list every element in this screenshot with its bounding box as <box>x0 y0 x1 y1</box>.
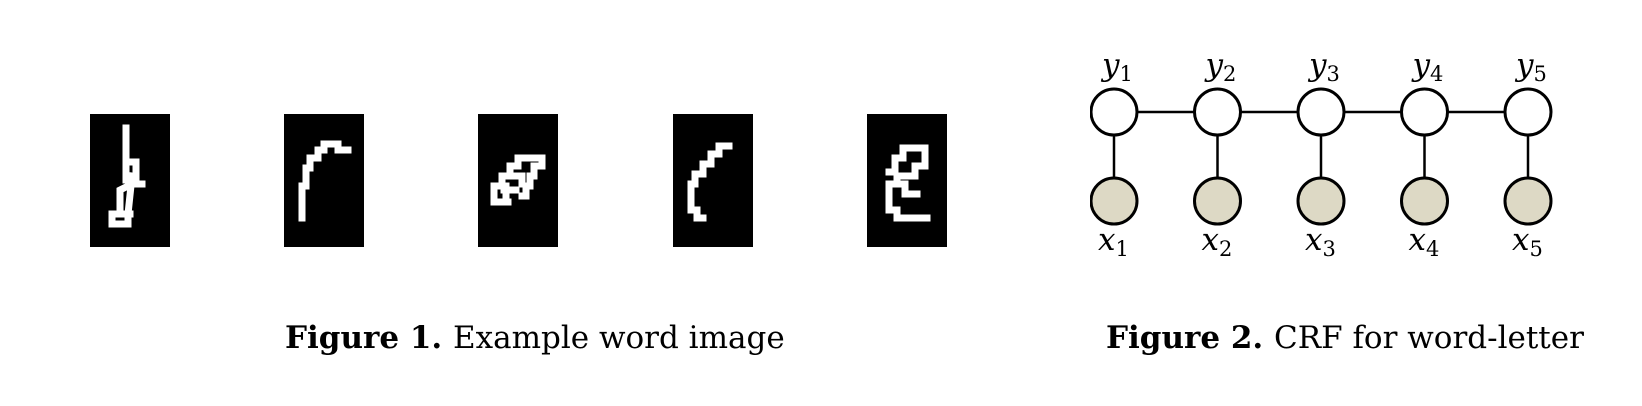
figure-2-caption: Figure 2. CRF for word-letter <box>1106 320 1584 356</box>
letter-image-1 <box>90 114 170 247</box>
figure-2-label: Figure 2. <box>1106 320 1275 356</box>
hidden-node-y2 <box>1193 87 1242 137</box>
observed-node-label-x5: x5 <box>1512 222 1543 261</box>
crf-edges <box>1112 110 1530 178</box>
hidden-node-label-y5: y5 <box>1514 47 1547 86</box>
observed-node-x4 <box>1400 176 1449 226</box>
figure-1-label: Figure 1. <box>285 320 454 356</box>
hidden-node-y1 <box>1090 87 1139 137</box>
letter-image-2 <box>284 114 364 247</box>
crf-nodes <box>1090 87 1553 226</box>
hidden-node-label-y3: y3 <box>1307 47 1340 86</box>
hidden-node-y5 <box>1503 87 1553 137</box>
crf-labels: y1 x1 y2 x2 y3 x3 y4 x4 y5 x5 <box>1098 47 1547 261</box>
hidden-node-label-y4: y4 <box>1411 47 1444 86</box>
figure-2-caption-text: CRF for word-letter <box>1274 320 1584 356</box>
letter-image-4 <box>673 114 753 247</box>
crf-diagram: y1 x1 y2 x2 y3 x3 y4 x4 y5 x5 <box>1090 47 1553 261</box>
observed-node-label-x4: x4 <box>1409 222 1440 261</box>
observed-node-x2 <box>1193 176 1242 226</box>
observed-node-x1 <box>1090 176 1139 226</box>
hidden-node-label-y1: y1 <box>1100 47 1133 86</box>
hidden-node-y3 <box>1296 87 1346 137</box>
observed-node-label-x3: x3 <box>1305 222 1336 261</box>
letter-image-3 <box>478 114 558 247</box>
observed-node-x3 <box>1296 176 1346 226</box>
hidden-node-y4 <box>1400 87 1449 137</box>
observed-node-label-x1: x1 <box>1098 222 1129 261</box>
figure-1-caption-text: Example word image <box>453 320 785 356</box>
observed-node-x5 <box>1503 176 1553 226</box>
observed-node-label-x2: x2 <box>1202 222 1233 261</box>
figure-1-caption: Figure 1. Example word image <box>285 320 785 356</box>
letter-image-5 <box>867 114 947 247</box>
hidden-node-label-y2: y2 <box>1204 47 1237 86</box>
